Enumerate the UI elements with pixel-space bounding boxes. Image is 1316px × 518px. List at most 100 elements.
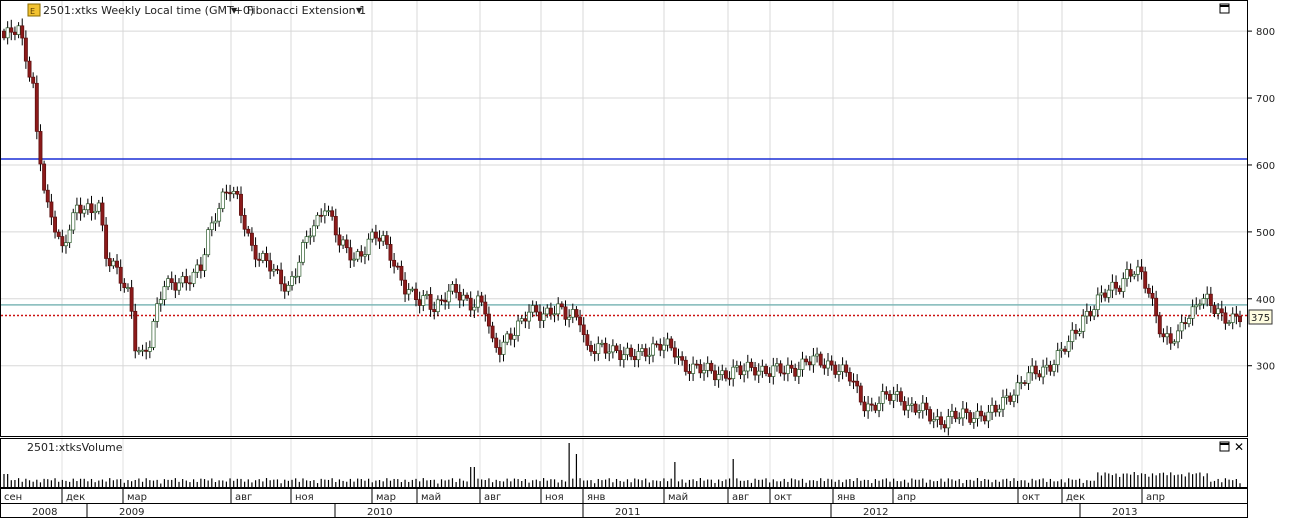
candle-up bbox=[308, 235, 313, 238]
candle-down bbox=[253, 244, 258, 260]
candle-up bbox=[1197, 303, 1202, 306]
candle-up bbox=[1030, 365, 1035, 374]
year-label: 2009 bbox=[119, 507, 144, 518]
candle-up bbox=[661, 344, 666, 351]
candle-down bbox=[782, 372, 787, 375]
month-label: окт bbox=[774, 492, 792, 503]
candle-up bbox=[570, 309, 575, 318]
candle-down bbox=[1157, 315, 1162, 335]
candle-down bbox=[658, 344, 663, 351]
candle-up bbox=[665, 338, 670, 346]
volume-label: 2501:xtksVolume bbox=[27, 441, 123, 454]
candle-down bbox=[713, 370, 717, 381]
candle-up bbox=[1052, 364, 1057, 372]
candle-down bbox=[578, 316, 583, 326]
candle-up bbox=[435, 299, 440, 313]
candle-up bbox=[476, 295, 480, 308]
candle-down bbox=[629, 347, 634, 357]
candle-down bbox=[78, 204, 83, 214]
candle-up bbox=[1095, 294, 1100, 310]
candle-down bbox=[1238, 315, 1242, 323]
candle-down bbox=[89, 203, 94, 214]
candle-down bbox=[574, 309, 579, 318]
candle-down bbox=[228, 192, 233, 195]
candle-up bbox=[1135, 266, 1140, 275]
candle-up bbox=[206, 229, 211, 256]
candle-up bbox=[1194, 304, 1199, 308]
candle-down bbox=[38, 131, 43, 165]
candle-down bbox=[384, 235, 389, 245]
indicator-label[interactable]: Fibonacci Extension 1 bbox=[247, 4, 366, 17]
candle-down bbox=[862, 401, 867, 412]
price-tag-box bbox=[1248, 309, 1273, 325]
candle-up bbox=[1041, 366, 1046, 378]
candle-up bbox=[1084, 311, 1089, 317]
candle-down bbox=[1219, 308, 1224, 314]
candle-down bbox=[1150, 292, 1155, 299]
symbol-label[interactable]: 2501:xtks Weekly Local time (GMT+0) bbox=[43, 4, 254, 17]
candle-up bbox=[472, 306, 477, 311]
candle-down bbox=[414, 288, 418, 301]
candle-up bbox=[1121, 278, 1126, 292]
indicator-dropdown-icon[interactable]: ▼ bbox=[356, 6, 363, 15]
candle-down bbox=[1161, 333, 1166, 338]
candle-down bbox=[563, 306, 568, 320]
candle-up bbox=[1070, 329, 1075, 342]
candle-down bbox=[753, 367, 758, 376]
candle-up bbox=[771, 365, 776, 377]
candle-up bbox=[731, 366, 736, 379]
symbol-icon[interactable] bbox=[27, 3, 41, 17]
candle-down bbox=[428, 294, 433, 310]
candle-down bbox=[49, 201, 54, 218]
candle-up bbox=[304, 236, 309, 243]
candle-down bbox=[898, 391, 903, 402]
candle-up bbox=[811, 355, 816, 366]
candle-up bbox=[599, 342, 604, 345]
candle-up bbox=[85, 203, 90, 211]
candle-down bbox=[669, 338, 674, 349]
candle-up bbox=[67, 229, 72, 243]
candle-down bbox=[672, 347, 677, 358]
candle-up bbox=[877, 402, 881, 411]
candle-up bbox=[1106, 289, 1111, 298]
candle-up bbox=[74, 204, 79, 214]
candle-down bbox=[749, 361, 754, 368]
candle-up bbox=[82, 209, 87, 214]
candle-up bbox=[636, 351, 641, 361]
candle-down bbox=[1146, 287, 1151, 294]
y-axis: 300 400 500 600 700 800 bbox=[1248, 27, 1275, 373]
candle-down bbox=[804, 358, 809, 363]
volume-maximize-icon[interactable] bbox=[1219, 441, 1230, 452]
month-label: авг bbox=[732, 492, 749, 503]
candle-down bbox=[115, 260, 119, 268]
candle-down bbox=[31, 76, 36, 84]
symbol-dropdown-icon[interactable]: ▼ bbox=[231, 6, 238, 15]
candle-down bbox=[468, 297, 473, 311]
candle-down bbox=[42, 163, 47, 191]
year-label: 2010 bbox=[367, 507, 392, 518]
candle-down bbox=[457, 291, 462, 301]
volume-close-icon[interactable]: ✕ bbox=[1234, 440, 1244, 454]
candle-up bbox=[640, 348, 645, 352]
candle-up bbox=[541, 313, 546, 321]
year-label: 2013 bbox=[1112, 507, 1137, 518]
maximize-icon[interactable] bbox=[1219, 3, 1230, 14]
candle-down bbox=[1168, 333, 1173, 344]
candle-down bbox=[924, 402, 929, 410]
candle-down bbox=[1022, 382, 1027, 384]
candle-down bbox=[417, 299, 422, 306]
year-label: 2011 bbox=[615, 507, 640, 518]
candle-down bbox=[548, 307, 553, 315]
candle-up bbox=[505, 333, 510, 343]
candle-down bbox=[100, 202, 105, 226]
candle-up bbox=[322, 210, 327, 216]
candle-down bbox=[373, 231, 378, 239]
candle-up bbox=[1077, 330, 1082, 334]
candle-up bbox=[567, 316, 572, 320]
candle-up bbox=[512, 335, 517, 340]
candle-up bbox=[990, 404, 995, 413]
candle-down bbox=[1073, 329, 1078, 334]
candle-down bbox=[855, 380, 860, 387]
candle-down bbox=[490, 325, 495, 339]
candle-up bbox=[1179, 322, 1184, 332]
